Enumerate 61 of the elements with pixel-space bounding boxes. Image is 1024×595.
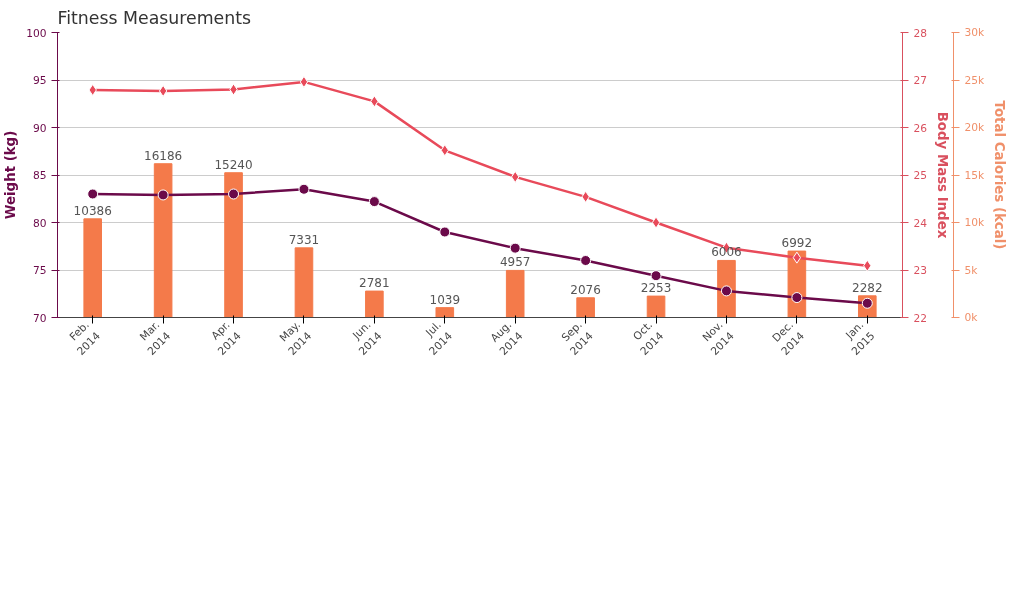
data-label: 16186: [144, 148, 183, 163]
y3-tick-label: 30k: [964, 26, 986, 39]
y-tick-label: 90: [32, 121, 47, 135]
y2-axis-title: Body Mass Index: [935, 111, 951, 239]
data-label: 2253: [640, 281, 672, 296]
y2-tick-label: 22: [913, 311, 928, 325]
point: [298, 183, 310, 195]
point: [439, 226, 451, 238]
data-label: 2076: [570, 282, 601, 297]
point: [650, 270, 662, 282]
point: [791, 292, 803, 304]
bar: [365, 290, 384, 318]
data-label: 4957: [499, 255, 531, 270]
point: [87, 188, 99, 200]
bar: [646, 295, 666, 318]
point: [228, 188, 240, 200]
y-tick-label: 80: [32, 216, 47, 230]
data-label: 6992: [781, 236, 813, 251]
point: [158, 84, 168, 97]
data-label: 6006: [711, 245, 742, 260]
y-tick-label: 95: [32, 74, 47, 87]
point: [157, 189, 169, 201]
point: [651, 216, 661, 229]
y3-axis-title: Total Calories (kcal): [992, 100, 1008, 250]
y3-tick-label: 5k: [964, 263, 979, 277]
y2-tick-label: 27: [913, 74, 928, 87]
y3-tick-label: 0k: [964, 311, 979, 324]
y-axis-title: Weight (kg): [3, 130, 19, 220]
point: [720, 285, 732, 297]
y3-tick-label: 20k: [964, 121, 986, 134]
point: [792, 251, 802, 264]
y-tick-label: 100: [26, 26, 47, 40]
y-tick-label: 70: [32, 311, 47, 325]
data-label: 7331: [288, 232, 320, 247]
point: [509, 242, 521, 254]
bar: [153, 163, 173, 318]
y3-tick-label: 15k: [964, 168, 986, 182]
y3-tick-label: 25k: [964, 73, 986, 87]
data-label: 2781: [359, 276, 390, 291]
y-tick-label: 85: [32, 169, 47, 182]
bar: [576, 297, 595, 318]
y2-tick-label: 24: [913, 216, 928, 230]
point: [580, 255, 592, 266]
bar: [83, 218, 103, 318]
point: [299, 75, 309, 88]
chart-title: Fitness Measurements: [57, 7, 252, 28]
y2-tick-label: 25: [913, 169, 928, 182]
data-label: 10386: [73, 203, 112, 218]
data-label: 15240: [214, 157, 253, 172]
y3-tick-label: 10k: [964, 216, 986, 229]
y2-tick-label: 28: [913, 26, 928, 40]
bar: [505, 269, 525, 318]
bar: [294, 247, 314, 318]
data-label: 1039: [429, 292, 461, 307]
bar: [224, 172, 243, 318]
y2-tick-label: 23: [913, 264, 928, 277]
bar: [435, 307, 455, 318]
y-tick-label: 75: [32, 264, 47, 277]
data-label: 2282: [852, 280, 883, 295]
point: [368, 196, 380, 208]
y2-tick-label: 26: [913, 121, 928, 135]
